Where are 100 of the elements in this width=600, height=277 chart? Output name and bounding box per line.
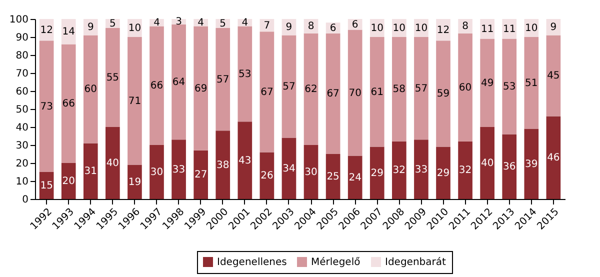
legend-label: Idegenellenes <box>217 257 287 268</box>
data-label: 14 <box>62 26 75 38</box>
bar <box>61 19 76 44</box>
data-label: 53 <box>238 68 252 80</box>
data-label: 32 <box>392 165 406 176</box>
y-tick-label: 30 <box>16 140 28 152</box>
data-label: 7 <box>264 20 270 32</box>
bar <box>304 145 318 199</box>
data-label: 4 <box>154 18 160 29</box>
bar <box>524 37 539 129</box>
data-label: 38 <box>216 160 230 171</box>
bar <box>238 26 252 122</box>
data-label: 12 <box>40 24 53 36</box>
bar <box>370 146 384 199</box>
data-label: 46 <box>547 152 560 164</box>
data-label: 34 <box>282 163 296 174</box>
data-label: 24 <box>348 172 362 184</box>
bar <box>370 37 384 147</box>
data-label: 19 <box>128 176 142 188</box>
legend-label: Idegenbarát <box>385 257 446 268</box>
bar <box>39 40 54 172</box>
data-label: 9 <box>550 22 557 34</box>
data-label: 4 <box>242 18 248 29</box>
data-label: 36 <box>502 162 516 173</box>
bar <box>260 32 274 152</box>
data-label: 10 <box>128 23 142 34</box>
data-label: 43 <box>238 155 252 166</box>
bar <box>128 164 142 199</box>
data-label: 69 <box>194 83 208 94</box>
data-label: 10 <box>392 23 406 34</box>
data-label: 60 <box>84 84 98 96</box>
bar <box>458 33 472 142</box>
bar <box>348 156 362 199</box>
data-label: 71 <box>128 96 142 107</box>
data-label: 39 <box>525 158 538 170</box>
bar <box>150 26 164 145</box>
data-label: 26 <box>260 170 274 182</box>
data-label: 20 <box>62 176 75 187</box>
data-label: 57 <box>414 83 428 94</box>
bar <box>172 140 186 199</box>
data-label: 51 <box>525 78 538 89</box>
bar <box>326 33 340 154</box>
y-tick-label: 10 <box>16 176 28 188</box>
data-label: 11 <box>502 24 516 35</box>
bar <box>172 24 186 140</box>
bar <box>282 35 296 138</box>
bar <box>282 138 296 199</box>
data-label: 66 <box>62 98 75 110</box>
data-label: 9 <box>87 22 94 34</box>
data-label: 40 <box>480 158 494 169</box>
bar <box>392 141 406 199</box>
y-tick-label: 50 <box>16 104 28 116</box>
bar <box>502 19 517 39</box>
bar <box>194 26 208 150</box>
data-label: 67 <box>326 88 340 100</box>
y-tick-label: 0 <box>22 194 28 206</box>
bar <box>546 35 561 116</box>
data-label: 5 <box>220 18 226 30</box>
bar <box>524 128 539 199</box>
data-label: 45 <box>547 70 560 82</box>
bar <box>414 140 428 199</box>
y-tick-label: 80 <box>16 50 28 62</box>
y-tick-label: 90 <box>16 32 28 44</box>
data-label: 58 <box>392 84 406 96</box>
data-label: 66 <box>150 80 164 92</box>
data-label: 4 <box>198 18 204 29</box>
bar <box>106 127 120 199</box>
data-label: 67 <box>260 86 274 98</box>
data-label: 60 <box>458 82 472 94</box>
data-label: 9 <box>286 22 292 34</box>
bar <box>128 37 142 165</box>
data-label: 55 <box>106 72 120 84</box>
bar <box>61 163 76 199</box>
bar <box>480 38 494 127</box>
data-label: 30 <box>150 167 164 178</box>
data-label: 10 <box>370 23 384 34</box>
bar <box>546 116 561 199</box>
bar <box>260 152 274 199</box>
bar <box>83 35 98 144</box>
data-label: 31 <box>84 166 98 178</box>
y-tick-label: 20 <box>16 158 28 170</box>
bar <box>238 122 252 199</box>
bar <box>61 44 76 163</box>
data-label: 11 <box>480 24 494 35</box>
bar <box>326 154 340 199</box>
data-label: 25 <box>326 172 340 182</box>
legend-label: Mérlegelő <box>311 257 360 268</box>
data-label: 33 <box>414 164 428 176</box>
bar <box>216 28 230 131</box>
bar <box>436 146 450 199</box>
data-label: 10 <box>525 23 538 34</box>
data-label: 5 <box>109 18 116 30</box>
data-label: 33 <box>172 164 186 176</box>
bar <box>106 28 120 127</box>
data-label: 40 <box>106 158 120 169</box>
data-label: 29 <box>370 168 384 179</box>
bar <box>502 134 517 199</box>
data-label: 70 <box>348 88 362 99</box>
bar <box>458 141 472 199</box>
data-label: 49 <box>480 78 494 89</box>
